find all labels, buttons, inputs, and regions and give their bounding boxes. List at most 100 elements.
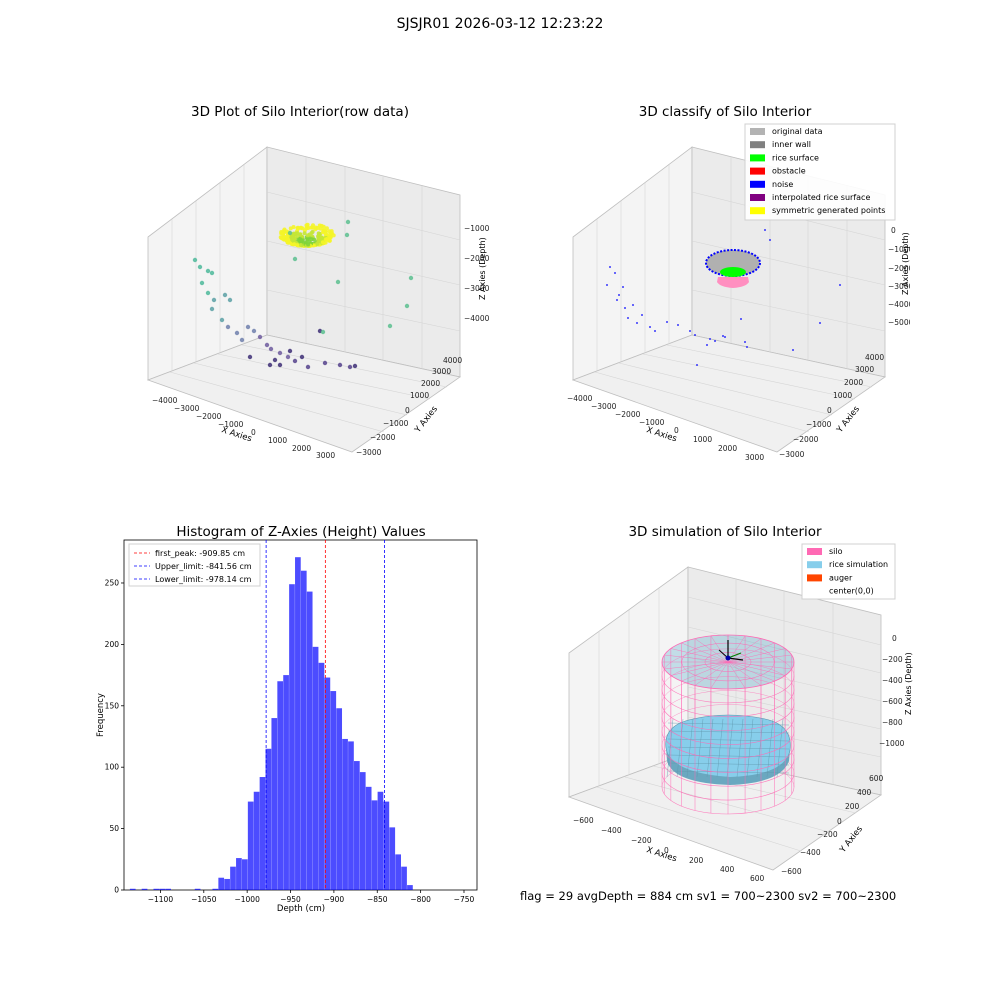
simulation-x-tick: −200 (631, 836, 652, 845)
histogram-y-tick-label: 0 (114, 886, 119, 895)
raw-point (324, 226, 329, 231)
raw-point (387, 323, 393, 329)
simulation-z-axis-label: Z Axies (Depth) (904, 652, 913, 715)
classify-x-tick: −2000 (615, 410, 641, 419)
classify-x-tick: 3000 (745, 453, 764, 462)
classify-y-tick: 4000 (865, 353, 884, 362)
simulation-x-axis-label: X Axies (645, 845, 678, 864)
histogram-bar (224, 878, 230, 890)
raw-point (277, 350, 283, 356)
raw-point (287, 348, 293, 354)
simulation-z-tick: −600 (882, 697, 903, 706)
histogram-bar (401, 866, 407, 890)
histogram-title: Histogram of Z-Axies (Height) Values (176, 524, 425, 540)
simulation-z-tick: 0 (892, 634, 897, 643)
classify-y-tick: −2000 (793, 435, 819, 444)
raw-x-tick: 3000 (316, 451, 335, 460)
histogram-bar (289, 584, 295, 890)
raw-point (319, 235, 324, 240)
raw-point (234, 330, 240, 336)
simulation-3d-plot: 3D simulation of Silo Interior silo rice … (567, 524, 913, 883)
raw-y-tick: 4000 (443, 356, 462, 365)
histogram-bar (354, 761, 360, 890)
histogram-bar (241, 859, 248, 890)
simulation-z-tick: −800 (882, 718, 903, 727)
histogram-bar (377, 791, 384, 890)
classify-3d-plot: 3D classify of Silo Interior original da… (567, 104, 910, 462)
legend-entry-label: original data (772, 127, 823, 136)
noise-point (616, 299, 618, 301)
histogram-y-ticks: 0 50 100 150 200 250 (105, 578, 124, 895)
raw-point (209, 306, 215, 312)
simulation-y-tick: −400 (800, 848, 821, 857)
legend-color-swatch (750, 167, 765, 175)
noise-point (819, 322, 821, 324)
simulation-plot-title: 3D simulation of Silo Interior (628, 524, 822, 540)
classify-z-tick: −5000 (888, 318, 910, 327)
histogram-bar (194, 888, 201, 890)
noise-point (792, 349, 794, 351)
histogram-bar (359, 772, 366, 890)
raw-y-tick: −3000 (356, 448, 382, 457)
raw-point (298, 225, 303, 230)
raw-point (320, 240, 325, 245)
raw-plot-title: 3D Plot of Silo Interior(row data) (191, 104, 409, 120)
classify-y-tick: −3000 (779, 450, 805, 459)
classify-z-tick: −2000 (888, 264, 910, 273)
histogram-bar (236, 858, 242, 890)
legend-entry-label: Lower_limit: -978.14 cm (155, 575, 252, 584)
histogram-bar (300, 570, 307, 890)
histogram-bar (218, 877, 225, 890)
raw-point (287, 240, 292, 245)
raw-y-tick: −2000 (370, 433, 396, 442)
raw-point (219, 317, 225, 323)
classify-y-tick: 3000 (855, 365, 874, 374)
histogram-bar (295, 557, 301, 890)
classify-y-tick: −1000 (806, 420, 832, 429)
raw-point (298, 243, 303, 248)
legend-entry-label: obstacle (772, 167, 806, 176)
raw-point (267, 362, 273, 368)
raw-point (287, 230, 293, 236)
raw-point (320, 329, 326, 335)
histogram-bar (277, 681, 284, 890)
raw-point (309, 237, 314, 242)
histogram-bar (271, 718, 278, 890)
raw-point (337, 362, 343, 368)
raw-point (292, 358, 298, 364)
raw-x-tick: −4000 (152, 396, 178, 405)
raw-point (306, 242, 311, 247)
legend-color-swatch (807, 574, 822, 582)
raw-point (247, 354, 253, 360)
raw-point (305, 233, 310, 238)
noise-point (622, 286, 624, 288)
histogram-bar (389, 827, 396, 890)
legend-color-swatch (750, 141, 765, 149)
histogram-bar (265, 748, 272, 890)
histogram-y-tick-label: 100 (105, 763, 120, 772)
histogram-bar (395, 854, 401, 890)
raw-point (309, 231, 314, 236)
histogram-x-tick-label: −1050 (191, 895, 217, 904)
noise-point (689, 330, 691, 332)
legend-entry-label: silo (829, 547, 843, 556)
noise-point (618, 294, 620, 296)
raw-point (257, 334, 263, 340)
histogram-bar (141, 888, 148, 890)
histogram-x-tick-label: −800 (410, 895, 431, 904)
raw-point (292, 242, 297, 247)
legend-entry-label: center(0,0) (829, 587, 874, 596)
legend-entry-label: noise (772, 180, 793, 189)
silo-front-wire (661, 662, 795, 815)
raw-point (264, 342, 270, 348)
histogram-bar (342, 738, 348, 890)
raw-point (245, 324, 251, 330)
histogram-y-axis-label: Frequency (96, 693, 106, 737)
raw-point (285, 354, 291, 360)
simulation-z-tick: −200 (882, 655, 903, 664)
histogram-x-tick-label: −1000 (234, 895, 260, 904)
raw-point (227, 297, 233, 303)
raw-point (299, 354, 305, 360)
raw-point (345, 219, 351, 225)
legend-color-swatch (750, 154, 765, 162)
